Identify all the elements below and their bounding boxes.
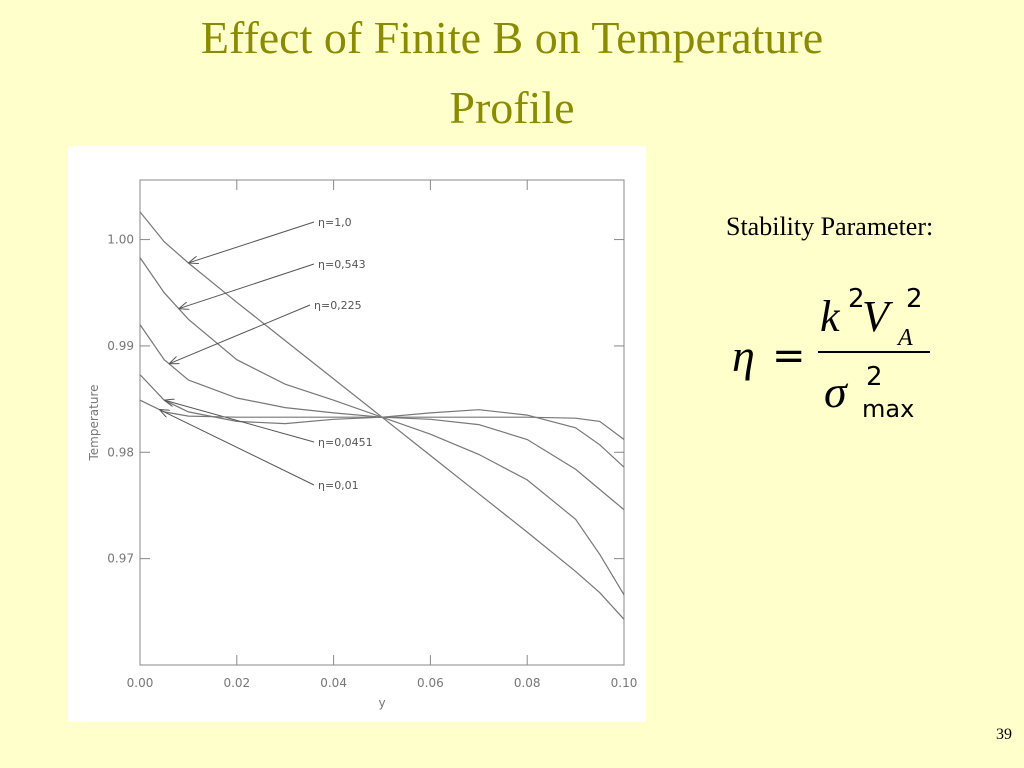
series-line — [139, 257, 625, 596]
formula-part: V — [862, 292, 894, 341]
formula-part: A — [896, 325, 913, 351]
formula-part: max — [862, 395, 914, 423]
y-tick-label: 0.97 — [107, 552, 134, 566]
series-line — [139, 211, 625, 620]
page-number: 39 — [996, 726, 1012, 743]
y-tick-label: 0.99 — [107, 339, 134, 353]
annotation-arrow — [164, 400, 315, 443]
formula-part: η — [732, 330, 755, 381]
annotation-arrow — [188, 221, 315, 263]
x-tick-label: 0.08 — [514, 676, 541, 690]
chart: 0.00 0.02 0.04 0.06 0.08 0.10 0.97 0.98 0.99 1.00… — [68, 146, 646, 722]
x-axis-label: y — [378, 696, 385, 710]
x-tick-label: 0.04 — [320, 676, 347, 690]
x-tick-label: 0.00 — [127, 676, 154, 690]
formula-part: 2 — [866, 362, 883, 392]
legend-label: η=1,0 — [318, 216, 352, 229]
legend-label: η=0,225 — [314, 299, 362, 312]
formula-part: 2 — [848, 284, 865, 314]
formula-part: 2 — [906, 284, 923, 314]
legend-label: η=0,543 — [318, 258, 366, 271]
x-tick-label: 0.02 — [223, 676, 250, 690]
title: Effect of Finite B on Temperature — [200, 12, 824, 63]
annotation-arrow — [159, 410, 315, 486]
plot-frame — [139, 179, 625, 666]
annotation-arrow — [179, 263, 315, 309]
formula-part: k — [820, 292, 841, 341]
legend-label: η=0,01 — [318, 479, 359, 492]
formula-part: σ — [824, 366, 849, 417]
legend-label: η=0,0451 — [318, 436, 373, 449]
y-axis-label: Temperature — [87, 384, 101, 461]
formula: η = k 2 V 2 A σ 2 max — [732, 284, 930, 423]
label: Stability Parameter: — [726, 212, 934, 241]
x-tick-label: 0.06 — [417, 676, 444, 690]
title: Profile — [449, 82, 575, 133]
y-tick-label: 0.98 — [107, 445, 134, 459]
series-line — [139, 399, 625, 440]
y-tick-label: 1.00 — [107, 233, 134, 247]
formula-part: = — [772, 333, 806, 379]
x-tick-label: 0.10 — [611, 676, 638, 690]
annotation-arrow — [169, 304, 311, 364]
